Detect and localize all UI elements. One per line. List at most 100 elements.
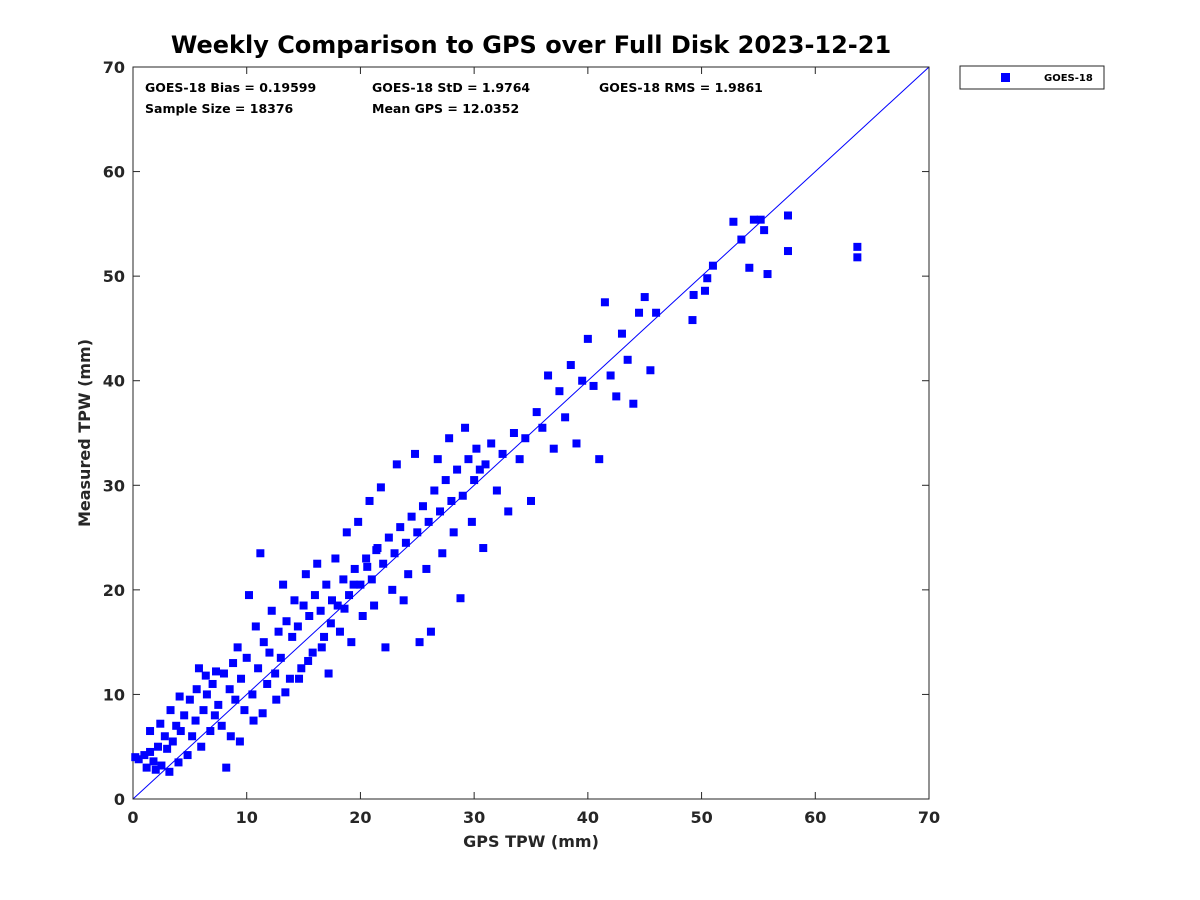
data-point	[180, 711, 189, 720]
data-point	[199, 706, 208, 715]
data-points-layer	[131, 211, 862, 776]
data-point	[504, 507, 513, 516]
data-point	[154, 742, 163, 751]
data-point	[149, 757, 158, 766]
data-point	[231, 695, 240, 704]
data-point	[737, 235, 746, 244]
data-point	[320, 632, 329, 641]
data-point	[225, 685, 234, 694]
data-point	[328, 596, 336, 605]
stat-mean-gps: Mean GPS = 12.0352	[372, 101, 519, 116]
data-point	[206, 727, 215, 736]
data-point	[390, 549, 399, 558]
data-point	[376, 483, 385, 492]
data-point	[688, 316, 697, 325]
data-point	[259, 638, 268, 647]
plot-area: 0 10 20 30 40 50 60 70 0 10 20 30 40 50 60 70	[103, 58, 940, 827]
data-point	[430, 486, 439, 495]
data-point	[214, 700, 223, 709]
data-point	[426, 627, 435, 636]
data-point	[345, 591, 354, 600]
data-point	[313, 559, 322, 568]
data-point	[201, 671, 210, 680]
data-point	[237, 674, 246, 683]
data-point	[208, 679, 217, 688]
data-point	[606, 371, 615, 380]
data-point	[233, 643, 242, 652]
data-point	[217, 721, 226, 730]
data-point	[763, 270, 772, 279]
data-point	[276, 653, 285, 662]
data-point	[197, 742, 206, 751]
data-point	[612, 392, 621, 401]
data-point	[407, 512, 416, 521]
data-point	[240, 706, 249, 715]
data-point	[458, 491, 467, 500]
data-point	[174, 758, 183, 767]
data-point	[222, 763, 231, 772]
data-point	[322, 580, 331, 589]
data-point	[415, 638, 424, 647]
data-point	[288, 632, 297, 641]
data-point	[265, 648, 274, 657]
data-point	[422, 564, 431, 573]
data-point	[316, 606, 325, 615]
data-point	[235, 737, 244, 746]
data-point	[244, 591, 253, 600]
y-tick-label: 10	[103, 685, 125, 704]
data-point	[146, 727, 155, 736]
data-point	[521, 434, 530, 443]
data-point	[258, 709, 267, 718]
data-point	[388, 585, 397, 594]
data-point	[358, 612, 367, 620]
data-point	[783, 247, 792, 256]
data-point	[467, 517, 476, 526]
x-tick-label: 50	[690, 808, 712, 827]
y-tick-label: 20	[103, 581, 125, 600]
data-point	[436, 507, 445, 516]
data-point	[295, 674, 304, 683]
data-point	[367, 575, 376, 584]
data-point	[515, 455, 524, 464]
data-point	[652, 308, 661, 317]
data-point	[456, 594, 465, 603]
data-point	[453, 465, 462, 474]
x-tick-label: 40	[577, 808, 599, 827]
data-point	[760, 226, 769, 235]
data-point	[349, 580, 358, 589]
data-point	[381, 643, 390, 652]
data-point	[326, 619, 335, 628]
data-point	[219, 669, 228, 678]
data-point	[282, 617, 291, 626]
data-point	[175, 692, 184, 701]
data-point	[249, 716, 258, 725]
data-point	[263, 679, 272, 688]
data-point	[229, 659, 238, 668]
data-point	[617, 329, 626, 338]
data-point	[441, 476, 450, 485]
data-point	[379, 559, 388, 568]
x-tick-label: 30	[463, 808, 485, 827]
data-point	[555, 387, 564, 396]
y-tick-label: 60	[103, 163, 125, 182]
data-point	[293, 622, 302, 631]
data-point	[363, 562, 372, 571]
data-point	[583, 334, 592, 343]
data-point	[146, 747, 155, 756]
data-point	[578, 376, 587, 385]
y-axis-label: Measured TPW (mm)	[75, 339, 94, 527]
data-point	[151, 765, 160, 774]
data-point	[301, 570, 310, 579]
data-point	[708, 261, 717, 270]
data-point	[700, 286, 709, 295]
data-point	[297, 664, 306, 673]
data-point	[163, 744, 172, 753]
data-point	[853, 253, 862, 262]
data-point	[168, 737, 177, 746]
data-point	[335, 627, 344, 636]
data-point	[413, 528, 422, 537]
data-point	[640, 293, 649, 302]
data-point	[481, 460, 490, 469]
y-tick-label: 50	[103, 267, 125, 286]
data-point	[172, 721, 181, 730]
